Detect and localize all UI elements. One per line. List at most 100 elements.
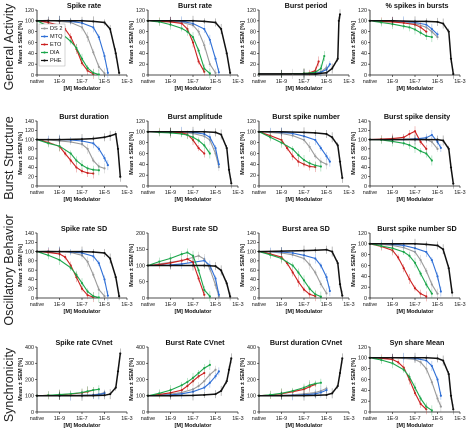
x-tick-label: 1E-7 (187, 190, 198, 196)
data-point (146, 394, 150, 397)
data-point (97, 169, 100, 172)
data-point (106, 294, 109, 297)
y-tick-label: 60 (250, 151, 256, 157)
y-tick-label: 80 (139, 29, 145, 35)
data-point (191, 35, 195, 39)
data-point (397, 256, 400, 259)
data-point (419, 140, 422, 143)
row-label-synchronicity: Synchronicity (2, 347, 16, 422)
data-point (230, 182, 233, 185)
chart-title: Burst duration CVnet (270, 338, 343, 347)
series-mtq (146, 256, 220, 299)
series-line (258, 251, 322, 298)
y-tick-label: 80 (361, 147, 367, 153)
y-tick-label: 20 (28, 287, 34, 293)
y-tick-label: 40 (361, 51, 367, 57)
y-axis-label: Mean ± SEM [%] (240, 132, 246, 175)
data-point (58, 394, 61, 397)
data-point (86, 294, 89, 297)
data-point (291, 251, 294, 255)
data-point (214, 131, 217, 134)
data-point (308, 162, 311, 165)
x-tick-label: native (30, 190, 44, 196)
x-tick-label: native (30, 416, 44, 422)
data-point (419, 258, 422, 262)
data-point (208, 136, 211, 139)
data-point (308, 145, 311, 149)
data-point (109, 27, 112, 31)
data-point (114, 52, 117, 55)
data-point (280, 394, 283, 397)
chart-title: Spike rate CVnet (55, 338, 113, 347)
y-tick-label: 60 (28, 40, 34, 46)
series-mtq (368, 129, 442, 152)
y-tick-label: 80 (139, 140, 145, 146)
y-tick-label: 60 (361, 40, 367, 46)
data-point (436, 33, 439, 36)
data-point (197, 375, 200, 378)
y-tick-label: 50 (139, 280, 145, 286)
data-point (308, 165, 311, 168)
data-point (169, 257, 172, 260)
data-point (336, 57, 339, 60)
x-axis-label: [M] Modulator (397, 309, 435, 315)
data-point (230, 357, 233, 360)
chart-panel-13: Spike rate CVnet 0 100 200 300 400 native 1E-9 1… (18, 338, 133, 429)
data-point (391, 138, 394, 141)
data-point (86, 167, 89, 170)
x-tick-label: 1E-7 (76, 416, 87, 422)
y-tick-label: 20 (28, 62, 34, 68)
data-point (203, 20, 206, 23)
series-dia (35, 385, 100, 400)
y-tick-label: 80 (250, 29, 256, 35)
x-tick-label: 1E-9 (387, 79, 398, 85)
data-point (227, 368, 231, 371)
data-point (419, 292, 422, 295)
data-point (280, 250, 283, 253)
data-point (402, 25, 405, 28)
data-point (442, 22, 445, 25)
data-point (214, 57, 217, 60)
chart-panel-3: Burst period 0 20 40 60 80 100 120 native 1E-9 1E-… (240, 1, 355, 92)
data-point (47, 19, 50, 22)
x-tick-label: 1E-9 (54, 190, 65, 196)
x-tick-label: native (363, 190, 377, 196)
data-point (391, 242, 394, 245)
y-tick-label: 300 (247, 361, 256, 367)
y-tick-label: 60 (361, 263, 367, 269)
y-tick-label: 400 (136, 345, 145, 351)
data-point (430, 35, 433, 39)
data-point (58, 250, 61, 253)
x-tick-label: 1E-5 (321, 416, 332, 422)
x-tick-label: 1E-3 (454, 79, 465, 85)
data-point (116, 147, 120, 150)
data-point (92, 51, 95, 54)
y-tick-label: 0 (364, 184, 367, 190)
chart-title: Burst amplitude (168, 112, 223, 121)
data-point (291, 271, 294, 274)
data-point (319, 282, 322, 286)
series-dia (146, 248, 211, 302)
data-point (341, 176, 344, 179)
data-point (413, 386, 417, 389)
chart-panel-7: Burst spike number 0 20 40 60 80 100 120 native 1… (240, 112, 355, 203)
data-point (75, 273, 78, 276)
data-point (191, 264, 195, 267)
data-point (180, 392, 183, 395)
y-tick-label: 20 (139, 173, 145, 179)
data-point (158, 392, 161, 395)
data-point (180, 253, 183, 256)
y-tick-label: 0 (31, 184, 34, 190)
data-point (86, 147, 89, 150)
data-point (103, 72, 106, 75)
chart-title: Burst Rate CVnet (165, 338, 225, 347)
data-point (118, 295, 121, 298)
data-point (158, 260, 161, 263)
data-point (413, 130, 417, 133)
data-point (92, 20, 95, 23)
data-point (58, 144, 61, 148)
data-point (419, 397, 422, 400)
data-point (217, 163, 220, 166)
x-tick-label: native (363, 416, 377, 422)
data-point (116, 370, 120, 373)
